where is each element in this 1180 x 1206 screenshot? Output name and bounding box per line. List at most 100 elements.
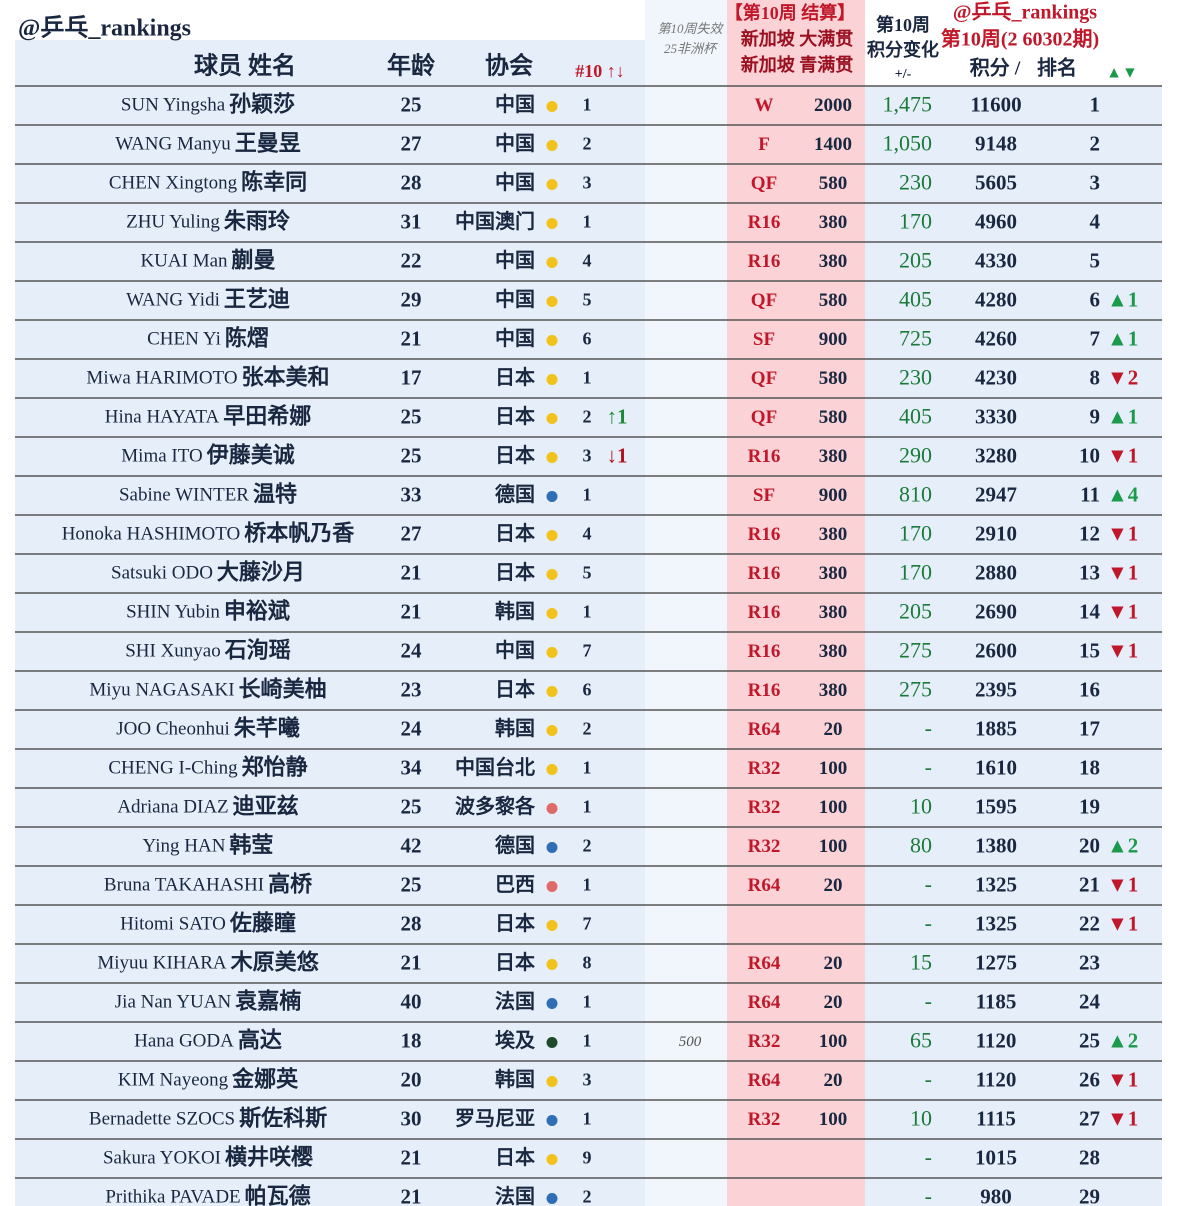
name-en: Hana GODA [134,1031,234,1052]
age: 21 [401,599,422,623]
name-en: ZHU Yuling [126,212,220,233]
name-cn: 大藤沙月 [217,560,305,585]
rank: 12 [1079,521,1100,545]
rank-week10: 1 [583,875,592,895]
total-points: 5605 [975,170,1017,194]
name-cn: 帕瓦德 [245,1184,311,1206]
association: 韩国 [495,716,535,740]
name-cn: 石洵瑶 [224,638,291,663]
rank-week10: 1 [583,797,592,817]
assoc-dot [546,686,558,697]
age: 25 [401,443,422,467]
event-points: 380 [819,446,848,467]
total-points: 9148 [975,131,1017,155]
age: 28 [401,170,422,194]
event-points: 580 [819,368,848,389]
total-points: 1325 [975,911,1017,935]
total-points: 4330 [975,248,1017,272]
association: 日本 [495,366,535,389]
event-points: 20 [824,992,843,1013]
event-round: R64 [748,1070,781,1091]
age: 17 [401,365,422,389]
name-en: Sabine WINTER [119,485,249,506]
rank: 23 [1079,950,1100,974]
age: 27 [401,521,422,545]
points-change: 405 [899,287,932,312]
event-round: R16 [748,251,781,272]
total-points: 2880 [975,560,1017,584]
event-points: 580 [819,290,848,311]
player-name: CHEN Yi 陈熠 [147,326,269,351]
rank-move: ▼1 [1107,560,1138,584]
total-points: 11600 [970,92,1021,116]
name-en: SUN Yingsha [121,95,226,116]
player-name: Jia Nan YUAN 袁嘉楠 [115,989,301,1014]
age: 33 [401,482,422,506]
age: 21 [401,950,422,974]
rank-week10: 1 [583,1031,592,1051]
assoc-dot [546,725,558,736]
rank-trend: ↓1 [607,443,628,467]
total-points: 1115 [976,1106,1016,1130]
rank: 28 [1079,1145,1100,1169]
player-name: SHIN Yubin 申裕斌 [126,599,290,624]
rank: 14 [1079,599,1101,623]
event-points: 380 [819,602,848,623]
association: 中国 [495,248,535,272]
association: 日本 [495,444,535,467]
rank-week10: 1 [583,1109,592,1129]
player-name: CHENG I-Ching 郑怡静 [108,755,307,780]
event-points: 20 [824,953,843,974]
rank: 10 [1079,443,1100,467]
assoc-dot [546,140,558,151]
event-points: 20 [824,875,843,896]
player-name: JOO Cheonhui 朱芊曦 [116,716,300,741]
points-change: 810 [899,482,932,507]
points-change: - [925,1145,932,1170]
association: 日本 [495,405,535,428]
total-points: 2690 [975,599,1017,623]
assoc-dot [546,998,558,1009]
association: 中国澳门 [455,209,535,233]
rank-move: ▼1 [1107,521,1138,545]
rank-week10: 2 [583,407,592,427]
name-en: WANG Manyu [115,134,231,155]
player-name: Mima ITO 伊藤美诚 [121,443,294,468]
total-points: 4280 [975,287,1017,311]
total-points: 1275 [975,950,1017,974]
association: 德国 [495,482,535,506]
name-cn: 高桥 [268,872,312,897]
col-event: 新加坡 大满贯 [741,28,854,49]
player-name: Miwa HARIMOTO 张本美和 [86,365,329,390]
assoc-dot [546,959,558,970]
player-name: KIM Nayeong 金娜英 [118,1067,299,1092]
col-expired: 25非洲杯 [664,41,718,56]
name-en: SHIN Yubin [126,602,220,623]
age: 28 [401,911,422,935]
age: 25 [401,92,422,116]
col-event: 【第10周 结算】 [725,2,856,23]
points-change: 725 [899,326,932,351]
rank: 3 [1090,170,1101,194]
age: 30 [401,1106,422,1130]
association: 日本 [495,522,535,545]
rank-week10: 1 [583,368,592,388]
rank: 25 [1079,1028,1100,1052]
age: 18 [401,1028,422,1052]
rank-week10: 1 [583,485,592,505]
col-points: 积分 / [970,57,1021,80]
name-en: CHEN Xingtong [109,173,238,194]
age: 25 [401,404,422,428]
rank-week10: 1 [583,95,592,115]
name-en: Miyuu KIHARA [97,953,227,974]
association: 罗马尼亚 [455,1107,535,1130]
points-change: 405 [899,404,932,429]
association: 法国 [495,989,535,1013]
association: 日本 [495,678,535,701]
total-points: 1185 [976,989,1017,1013]
event-round: QF [751,368,777,389]
name-en: Hitomi SATO [120,914,226,935]
total-points: 980 [980,1184,1012,1206]
rank: 27 [1079,1106,1100,1130]
event-points: 2000 [814,95,852,116]
